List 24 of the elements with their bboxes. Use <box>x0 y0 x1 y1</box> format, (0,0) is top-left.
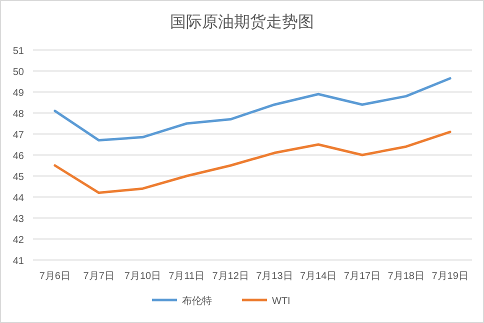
xtick: 7月17日 <box>344 271 381 282</box>
ytick: 46 <box>12 151 24 162</box>
legend: 布伦特 <box>182 296 212 307</box>
title: 国际原油期货走势图 <box>170 14 314 31</box>
legend: WTI <box>272 296 290 307</box>
ytick: 44 <box>12 193 24 204</box>
xtick: 7月18日 <box>388 271 424 282</box>
ytick: 51 <box>12 46 24 57</box>
xtick: 7月11日 <box>168 271 205 282</box>
xtick: 7月10日 <box>124 271 162 282</box>
ytick: 45 <box>12 172 24 183</box>
xtick: 7月19日 <box>432 271 468 282</box>
xtick: 7月7日 <box>83 271 114 282</box>
ytick: 42 <box>12 235 24 246</box>
ytick: 50 <box>12 67 24 78</box>
ytick: 47 <box>12 130 24 141</box>
xtick: 7月6日 <box>39 271 71 282</box>
ytick: 43 <box>12 214 24 225</box>
ytick: 41 <box>12 256 24 267</box>
xtick: 7月13日 <box>256 271 293 282</box>
xtick: 7月14日 <box>300 271 337 282</box>
ytick: 48 <box>12 109 24 120</box>
ytick: 49 <box>12 88 24 99</box>
xtick: 7月12日 <box>212 271 249 282</box>
